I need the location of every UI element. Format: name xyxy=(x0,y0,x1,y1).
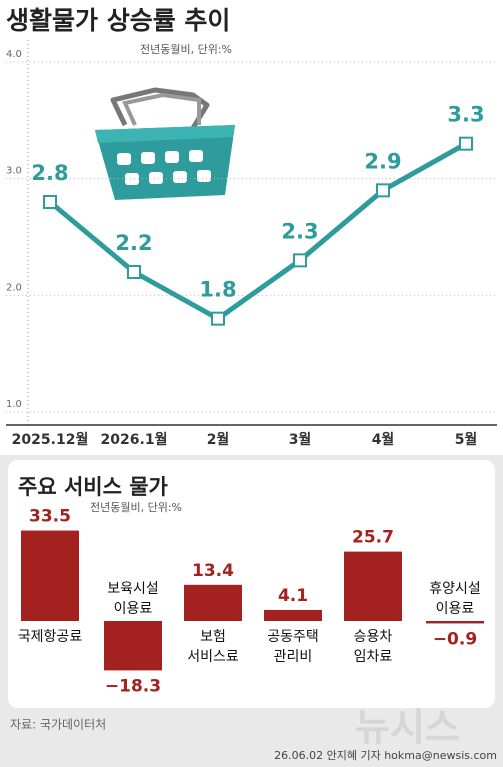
source: 자료: 국가데이터처 xyxy=(10,718,106,732)
data-label: −18.3 xyxy=(105,676,161,696)
bar xyxy=(21,530,79,621)
chart-title: 생활물가 상승률 추이 xyxy=(6,6,230,35)
category-label: 이용료 xyxy=(436,601,475,617)
bar xyxy=(264,609,322,621)
line xyxy=(48,141,468,322)
x-tick-label: 2025.12월 xyxy=(12,431,89,448)
marker xyxy=(376,183,390,198)
x-tick-label: 3월 xyxy=(289,431,312,448)
marker xyxy=(459,136,473,151)
basket-icon xyxy=(95,87,235,200)
data-label: 2.3 xyxy=(281,219,318,243)
y-tick-label: 1.0 xyxy=(6,399,22,410)
data-label: 1.8 xyxy=(199,278,236,302)
data-label: 13.4 xyxy=(192,561,234,581)
category-label: 이용료 xyxy=(114,601,153,617)
marker xyxy=(293,253,307,268)
x-tick-label: 4월 xyxy=(372,431,395,448)
category-label: 승용차 xyxy=(354,629,393,645)
x-tick-label: 5월 xyxy=(455,431,478,448)
data-label: 2.2 xyxy=(115,231,152,255)
category-label: 공동주택 xyxy=(267,629,319,645)
chart-subtitle: 전년동월비, 단위:% xyxy=(140,43,232,56)
data-label: 33.5 xyxy=(29,507,71,527)
watermark: 뉴시스 xyxy=(355,706,460,750)
category-label: 서비스료 xyxy=(187,649,239,665)
x-tick-label: 2026.1월 xyxy=(101,431,168,448)
data-label: −0.9 xyxy=(433,629,477,649)
marker xyxy=(211,311,225,326)
category-label: 보험 xyxy=(200,629,226,645)
chart-subtitle: 전년동월비, 단위:% xyxy=(90,501,182,514)
byline: 26.06.02 안지혜 기자 hokma@newsis.com xyxy=(274,749,497,762)
data-label: 3.3 xyxy=(447,103,484,127)
y-tick-label: 4.0 xyxy=(6,49,22,60)
category-label: 임차료 xyxy=(354,649,393,665)
category-label: 보육시설 xyxy=(107,581,159,597)
bar xyxy=(104,621,162,671)
bar xyxy=(426,621,484,624)
chart-title: 주요 서비스 물가 xyxy=(18,475,169,499)
category-label: 관리비 xyxy=(274,649,313,665)
marker xyxy=(43,195,57,209)
x-tick-label: 2월 xyxy=(207,431,230,448)
category-label: 휴양시설 xyxy=(429,581,481,597)
bar xyxy=(184,584,242,621)
y-tick-label: 3.0 xyxy=(6,166,22,177)
category-label: 국제항공료 xyxy=(18,629,83,645)
top-panel xyxy=(0,0,503,455)
bar xyxy=(344,551,402,621)
data-label: 25.7 xyxy=(352,528,394,548)
data-label: 2.8 xyxy=(31,161,68,185)
marker xyxy=(127,265,141,279)
data-label: 4.1 xyxy=(278,586,308,606)
y-tick-label: 2.0 xyxy=(6,282,22,293)
data-label: 2.9 xyxy=(364,149,401,173)
